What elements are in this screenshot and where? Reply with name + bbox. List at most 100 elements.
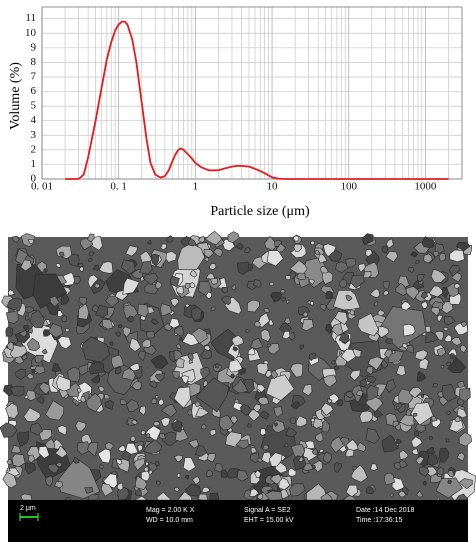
particle	[318, 253, 328, 264]
particle	[447, 469, 455, 478]
particle	[285, 427, 298, 438]
particle	[89, 251, 95, 257]
particle	[416, 273, 425, 283]
particle	[137, 303, 149, 318]
particle	[147, 239, 152, 245]
particle	[182, 457, 197, 472]
particle	[457, 380, 465, 389]
particle	[178, 337, 184, 342]
particle	[175, 285, 185, 295]
particle	[76, 441, 92, 455]
particle	[143, 439, 162, 454]
particle	[88, 258, 93, 262]
particle	[6, 467, 11, 472]
particle	[456, 452, 466, 462]
particle	[122, 326, 131, 338]
particle	[129, 362, 140, 372]
particle	[340, 348, 357, 363]
particle	[260, 410, 270, 420]
mag: Mag = 2.00 K X	[146, 507, 195, 514]
particle	[125, 245, 139, 257]
particle	[116, 458, 123, 465]
x-tick-label: 1000	[414, 181, 437, 193]
particle	[226, 426, 233, 433]
particle	[235, 242, 244, 250]
particle	[236, 261, 249, 275]
particle	[330, 436, 344, 454]
data-line	[65, 20, 449, 180]
particle	[345, 257, 357, 268]
particle	[349, 309, 355, 316]
particle	[345, 438, 359, 451]
particle	[221, 286, 228, 294]
particle	[385, 338, 393, 345]
particle	[315, 431, 324, 443]
particle	[377, 326, 389, 338]
y-tick-label: 9	[31, 41, 37, 53]
particle	[402, 323, 416, 337]
particle	[327, 398, 333, 404]
particle	[14, 355, 25, 365]
particle	[256, 363, 269, 376]
particle	[143, 273, 159, 286]
particle	[446, 410, 451, 416]
particle	[289, 417, 297, 425]
particle	[174, 454, 184, 463]
particle	[57, 336, 72, 350]
particle	[459, 478, 473, 490]
particle	[77, 363, 89, 376]
particle	[249, 488, 260, 497]
particle	[200, 366, 211, 380]
plot-frame	[41, 6, 463, 180]
x-tick-label: 1	[193, 181, 199, 193]
y-tick-label: 8	[31, 56, 37, 68]
particle	[412, 412, 418, 417]
particle	[438, 447, 450, 463]
particle	[78, 303, 90, 320]
particle	[139, 260, 153, 275]
particle	[206, 453, 216, 463]
particle	[120, 399, 128, 406]
particle	[418, 466, 430, 477]
particle	[418, 358, 429, 370]
particle	[319, 265, 329, 274]
particle	[230, 373, 235, 379]
particle	[337, 398, 344, 407]
particle	[148, 469, 153, 476]
particle	[447, 479, 452, 485]
particle	[165, 235, 174, 243]
particle	[151, 318, 159, 325]
particle	[11, 453, 26, 468]
particle	[14, 368, 27, 380]
particle	[399, 460, 408, 468]
particle	[454, 416, 461, 423]
particle	[244, 247, 251, 254]
particle	[24, 394, 29, 400]
particle	[253, 279, 262, 288]
particle	[325, 290, 333, 299]
particle	[322, 451, 332, 464]
particle	[319, 304, 327, 312]
particle	[357, 262, 367, 273]
particle	[118, 445, 126, 452]
particle	[175, 357, 185, 369]
particle	[246, 422, 252, 428]
particle	[198, 236, 206, 243]
particle	[270, 291, 283, 303]
particle	[437, 391, 444, 399]
particle	[381, 434, 399, 453]
particle	[225, 468, 240, 479]
date: Date :14 Dec 2018	[356, 507, 414, 514]
particle	[267, 343, 280, 355]
particle	[26, 373, 35, 380]
particle	[205, 291, 212, 299]
particle	[9, 385, 25, 397]
particle	[298, 456, 304, 462]
particle	[154, 372, 165, 381]
particle	[27, 454, 36, 464]
particle	[212, 248, 223, 257]
particle	[95, 304, 108, 318]
particle	[55, 461, 63, 468]
particle	[145, 461, 149, 467]
